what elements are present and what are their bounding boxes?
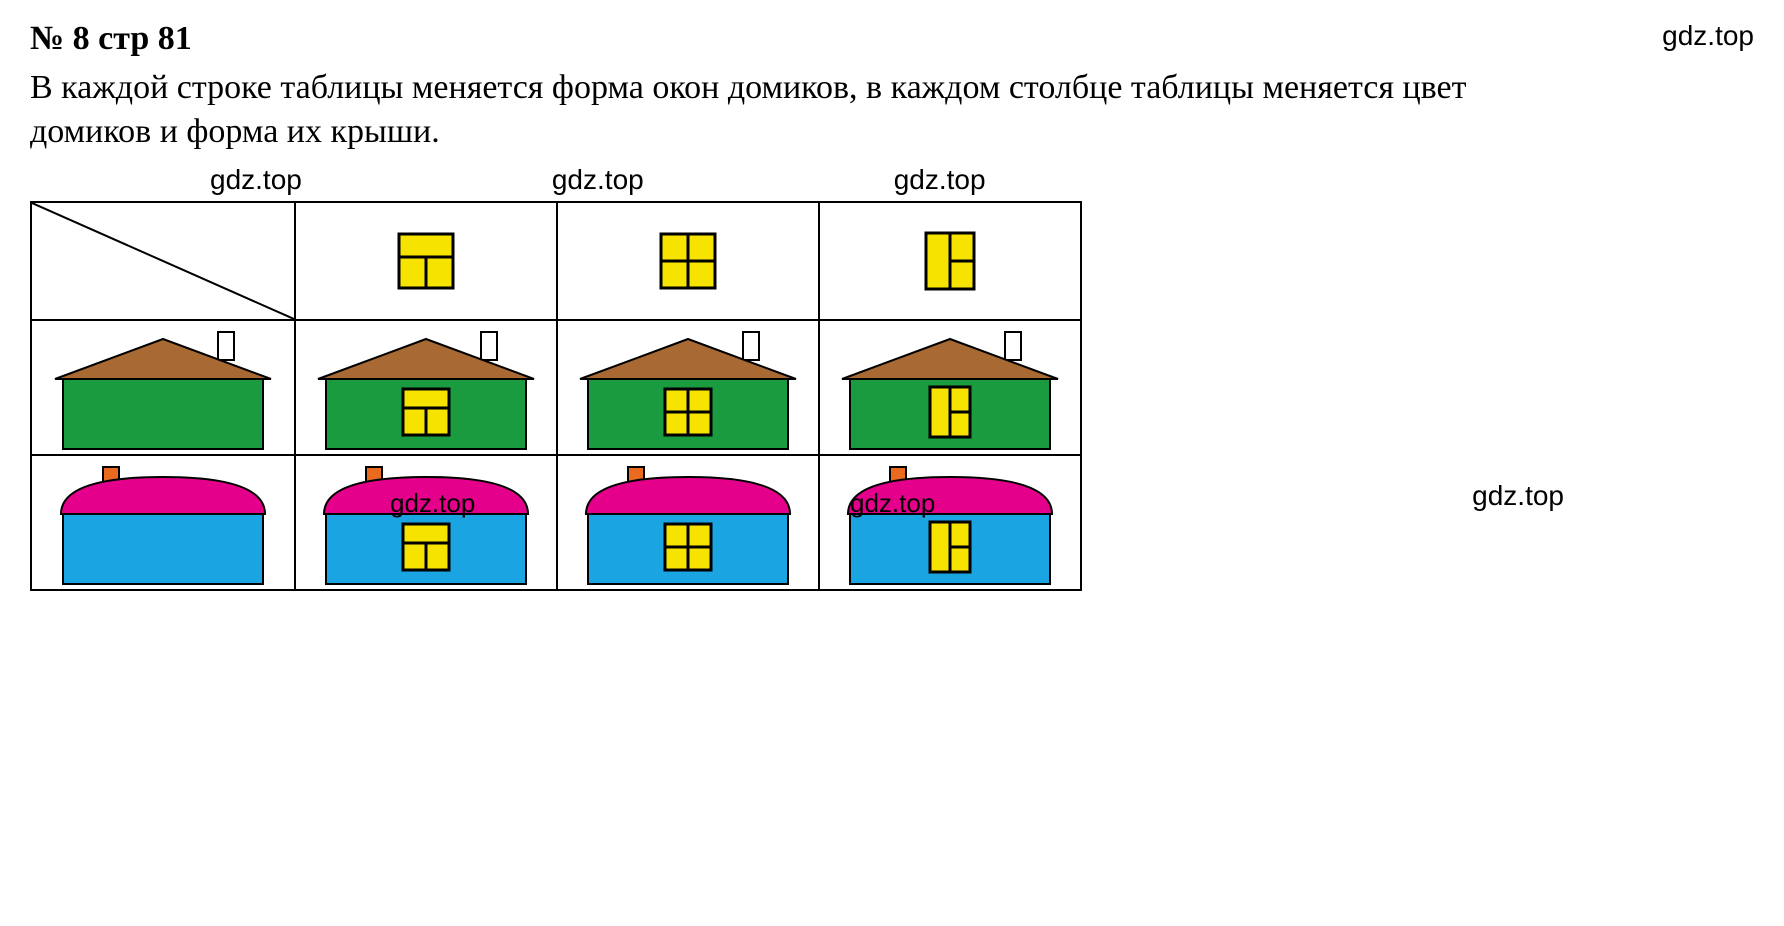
green-house-window2-icon	[568, 324, 808, 452]
watermark-col3: gdz.top	[894, 164, 986, 196]
green-house-window2-cell	[557, 320, 819, 455]
watermark-col1: gdz.top	[210, 164, 302, 196]
green-house-window1-icon	[306, 324, 546, 452]
window-type-2-cell	[557, 202, 819, 320]
blue-house-window1-cell	[295, 455, 557, 590]
page-title: № 8 стр 81	[30, 20, 192, 58]
green-house-nowindow-cell	[31, 320, 295, 455]
green-house-icon	[43, 324, 283, 452]
blue-house-window2-icon	[568, 459, 808, 587]
diagonal-cell	[31, 202, 295, 320]
houses-table	[30, 201, 1082, 591]
watermark-top-right: gdz.top	[1662, 20, 1754, 52]
window-type-1-cell	[295, 202, 557, 320]
watermark-col2: gdz.top	[552, 164, 644, 196]
blue-house-icon	[43, 459, 283, 587]
table-row-green	[31, 320, 1081, 455]
green-house-window3-icon	[830, 324, 1070, 452]
blue-house-window2-cell	[557, 455, 819, 590]
blue-house-window3-cell	[819, 455, 1081, 590]
green-house-window3-cell	[819, 320, 1081, 455]
window-type-3-icon	[923, 230, 977, 292]
blue-house-nowindow-cell	[31, 455, 295, 590]
window-type-1-icon	[396, 231, 456, 291]
diagonal-line-icon	[32, 203, 294, 319]
watermark-mid-1: gdz.top	[390, 488, 475, 519]
watermark-right: gdz.top	[1472, 480, 1564, 512]
blue-house-window3-icon	[830, 459, 1070, 587]
window-type-2-icon	[658, 231, 718, 291]
window-type-3-cell	[819, 202, 1081, 320]
blue-house-window1-icon	[306, 459, 546, 587]
description-text: В каждой строке таблицы меняется форма о…	[30, 66, 1580, 154]
watermark-mid-2: gdz.top	[850, 488, 935, 519]
table-row-blue	[31, 455, 1081, 590]
green-house-window1-cell	[295, 320, 557, 455]
table-header-row	[31, 202, 1081, 320]
